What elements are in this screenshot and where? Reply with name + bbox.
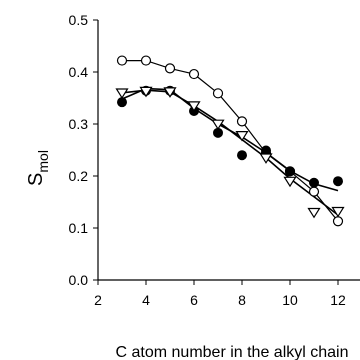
y-tick-label: 0.4	[69, 64, 89, 80]
series-lines	[122, 61, 338, 222]
series-line-open-triangle-down	[122, 90, 338, 215]
y-tick-label: 0.2	[69, 168, 89, 184]
y-tick-label: 0.1	[69, 220, 89, 236]
data-point-open-circle	[142, 56, 151, 65]
data-point-filled-circle	[238, 151, 247, 160]
data-point-open-circle	[334, 217, 343, 226]
y-tick-label: 0.5	[69, 12, 89, 28]
x-tick-label: 8	[238, 292, 246, 308]
y-axis-title: Smol	[25, 150, 51, 186]
data-point-filled-circle	[118, 98, 127, 107]
data-point-open-circle	[166, 64, 175, 73]
data-point-open-circle	[238, 117, 247, 126]
data-point-open-circle	[118, 56, 127, 65]
data-point-filled-circle	[310, 178, 319, 187]
x-tick-label: 2	[94, 292, 102, 308]
y-tick-label: 0.0	[69, 272, 89, 288]
data-point-filled-circle	[286, 167, 295, 176]
data-point-open-triangle	[309, 209, 320, 218]
series-line-open-circle	[122, 61, 338, 222]
data-point-open-circle	[310, 187, 319, 196]
x-tick-label: 4	[142, 292, 150, 308]
x-tick-label: 12	[330, 292, 346, 308]
data-point-open-circle	[190, 70, 199, 79]
data-points	[117, 56, 344, 226]
x-tick-label: 10	[282, 292, 298, 308]
x-axis-title: C atom number in the alkyl chain	[116, 344, 349, 360]
data-point-open-circle	[214, 89, 223, 98]
axes: 0.0 0.1 0.2 0.3 0.4 0.5 2 4 6 8 10 12	[69, 12, 360, 308]
data-point-filled-circle	[334, 177, 343, 186]
x-tick-label: 6	[190, 292, 198, 308]
y-tick-label: 0.3	[69, 116, 89, 132]
series-line-filled-circle	[122, 89, 338, 191]
